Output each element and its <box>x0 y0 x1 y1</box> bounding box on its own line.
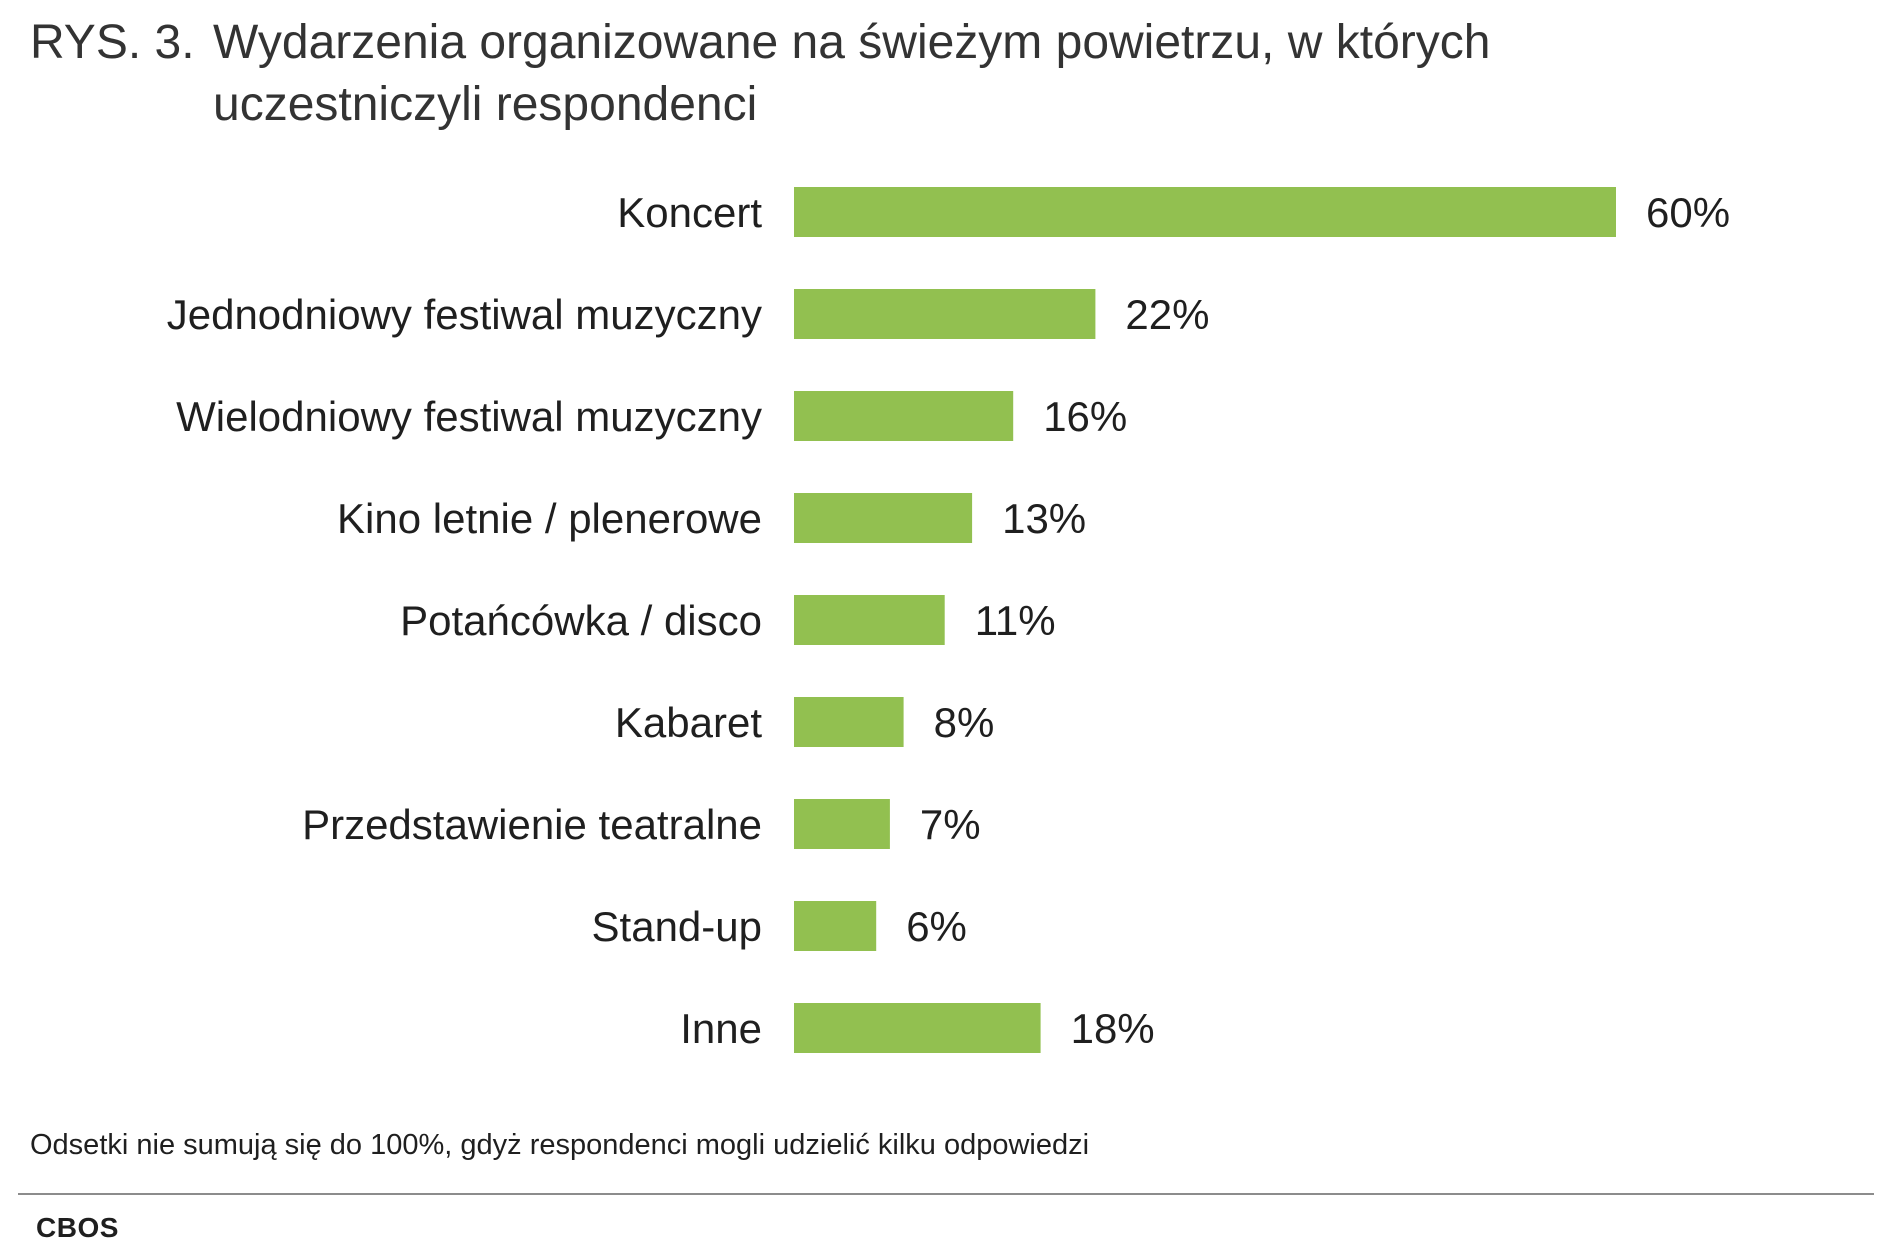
value-label: 18% <box>1071 1005 1155 1052</box>
bar <box>794 187 1616 237</box>
bar <box>794 289 1096 339</box>
bar <box>794 697 904 747</box>
value-label: 8% <box>934 699 995 746</box>
bar <box>794 595 945 645</box>
bar <box>794 493 973 543</box>
value-label: 22% <box>1125 291 1209 338</box>
bar <box>794 1003 1041 1053</box>
value-label: 6% <box>906 903 967 950</box>
category-label: Jednodniowy festiwal muzyczny <box>167 291 762 338</box>
category-label: Wielodniowy festiwal muzyczny <box>176 393 762 440</box>
value-label: 7% <box>920 801 981 848</box>
value-label: 60% <box>1646 189 1730 236</box>
value-label: 13% <box>1002 495 1086 542</box>
bar <box>794 901 877 951</box>
category-label: Inne <box>680 1005 762 1052</box>
category-label: Kabaret <box>615 699 762 746</box>
category-label: Przedstawienie teatralne <box>302 801 762 848</box>
value-label: 16% <box>1043 393 1127 440</box>
bar <box>794 391 1014 441</box>
category-label: Potańcówka / disco <box>400 597 762 644</box>
footnote: Odsetki nie sumują się do 100%, gdyż res… <box>30 1129 1090 1161</box>
source-label: CBOS <box>36 1212 119 1243</box>
divider <box>18 1193 1874 1195</box>
figure-number: RYS. 3. <box>30 16 195 69</box>
bar <box>794 799 890 849</box>
category-label: Stand-up <box>592 903 762 950</box>
bar-chart: Koncert 60% Jednodniowy festiwal muzyczny 2… <box>167 187 1730 1053</box>
category-label: Koncert <box>617 189 762 236</box>
value-label: 11% <box>975 597 1056 644</box>
chart-title: Wydarzenia organizowane na świeżym powie… <box>213 16 1491 131</box>
category-label: Kino letnie / plenerowe <box>337 495 762 542</box>
